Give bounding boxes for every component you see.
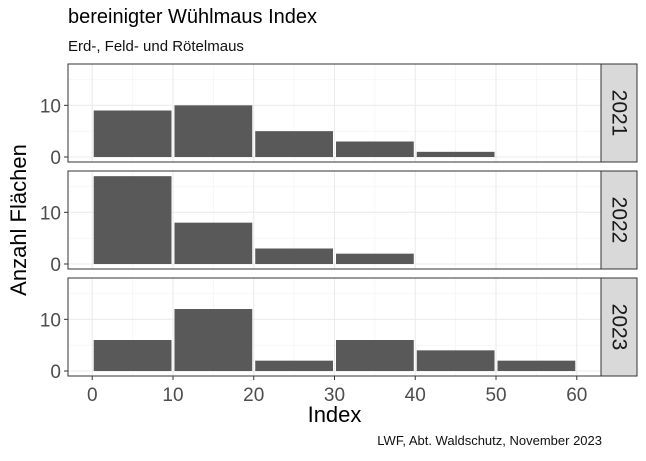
y-tick-label: 0	[50, 255, 61, 276]
bar-2021-2	[255, 131, 333, 157]
x-tick-label: 60	[566, 385, 587, 406]
chart-subtitle: Erd-, Feld- und Rötelmaus	[68, 38, 244, 55]
x-tick-label: 30	[324, 385, 345, 406]
facet-label: 2022	[608, 197, 631, 244]
x-tick-label: 40	[405, 385, 426, 406]
bar-2023-0	[93, 340, 172, 371]
facet-strip	[600, 63, 638, 163]
y-tick-label: 0	[50, 362, 61, 383]
bar-2023-2	[255, 360, 333, 371]
bar-2022-2	[255, 248, 333, 264]
facet-strip	[600, 277, 638, 377]
facet-strip	[600, 170, 638, 270]
bar-2022-3	[336, 253, 414, 264]
bar-2023-3	[336, 340, 414, 371]
y-tick-label: 10	[40, 96, 61, 117]
x-tick-label: 0	[87, 385, 98, 406]
y-tick-label: 0	[50, 148, 61, 169]
y-tick-label: 10	[40, 310, 61, 331]
facet-label: 2023	[608, 304, 631, 351]
bar-2022-1	[174, 222, 253, 264]
x-tick-label: 50	[485, 385, 506, 406]
bar-2021-0	[93, 110, 172, 157]
y-tick-label: 10	[40, 203, 61, 224]
x-axis-title: Index	[308, 402, 362, 427]
bar-2021-4	[416, 151, 495, 157]
x-tick-label: 20	[243, 385, 264, 406]
bar-2023-5	[497, 360, 576, 371]
bar-2022-0	[93, 176, 172, 264]
x-tick-label: 10	[162, 385, 183, 406]
bar-2023-1	[174, 309, 253, 371]
y-axis-title: Anzahl Flächen	[6, 144, 31, 296]
chart-title: bereinigter Wühlmaus Index	[68, 6, 318, 28]
facet-label: 2021	[608, 90, 631, 137]
bar-2021-3	[336, 141, 414, 157]
bar-2023-4	[416, 350, 495, 371]
chart-caption: LWF, Abt. Waldschutz, November 2023	[377, 433, 602, 448]
bar-2021-1	[174, 105, 253, 157]
